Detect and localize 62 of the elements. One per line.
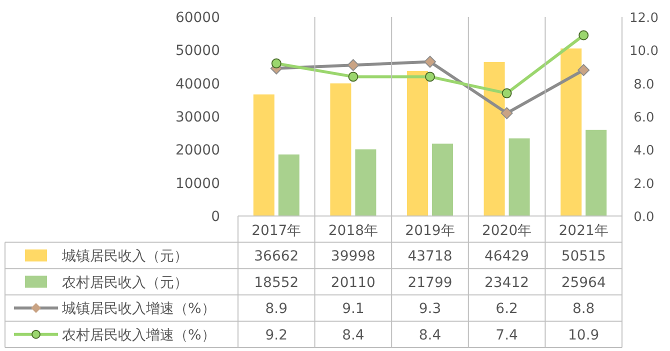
- data-label: 10.9: [568, 327, 600, 344]
- point: [500, 107, 513, 120]
- bar: [560, 48, 582, 216]
- legend-label: 城镇居民收入（元）: [61, 248, 188, 264]
- data-label: 8.8: [572, 301, 595, 318]
- data-label: 6.2: [496, 301, 518, 318]
- legend-label: 城镇居民收入增速（%）: [61, 301, 216, 318]
- y2-tick-label: 10.0: [630, 44, 658, 60]
- y2-tick-label: 0.0: [634, 210, 654, 225]
- data-label: 7.4: [496, 327, 518, 344]
- bar: [253, 94, 274, 216]
- data-label: 25964: [561, 274, 606, 291]
- y-tick-label: 30000: [175, 110, 220, 126]
- point: [347, 59, 360, 72]
- bar: [484, 62, 505, 216]
- bar: [432, 144, 453, 216]
- data-label: 9.2: [265, 327, 288, 344]
- point: [348, 72, 358, 82]
- data-label: 43718: [408, 248, 452, 264]
- data-label: 46429: [484, 248, 530, 264]
- data-label: 9.1: [342, 301, 364, 318]
- y2-tick-label: 2.0: [634, 176, 654, 192]
- data-label: 36662: [254, 248, 299, 264]
- data-label: 23412: [484, 274, 530, 291]
- bar: [508, 138, 530, 216]
- data-label: 20110: [330, 274, 376, 291]
- bar: [278, 154, 300, 216]
- y2-tick-label: 8.0: [634, 77, 654, 92]
- y-tick-label: 50000: [175, 43, 220, 60]
- bar: [586, 130, 607, 216]
- point: [425, 72, 435, 82]
- point: [502, 88, 512, 98]
- y2-tick-label: 12.0: [630, 11, 658, 26]
- x-tick-label: 2018年: [328, 223, 378, 239]
- y2-tick-label: 4.0: [634, 144, 654, 159]
- x-tick-label: 2017年: [252, 223, 302, 239]
- point: [578, 30, 589, 40]
- x-tick-label: 2021年: [558, 223, 608, 239]
- y-tick-label: 60000: [175, 10, 220, 26]
- point: [271, 58, 282, 68]
- y2-tick-label: 6.0: [634, 110, 654, 126]
- bar: [355, 149, 376, 216]
- data-label: 39998: [330, 248, 376, 264]
- x-tick-label: 2020年: [482, 223, 532, 239]
- data-label: 50515: [561, 248, 606, 264]
- y-tick-label: 20000: [175, 142, 220, 159]
- legend-label: 农村居民收入增速（%）: [62, 327, 216, 344]
- y-tick-label: 0: [211, 209, 220, 225]
- x-tick-label: 2019年: [405, 223, 455, 239]
- point: [578, 64, 590, 76]
- y-tick-label: 40000: [175, 76, 220, 92]
- data-label: 9.3: [418, 301, 442, 318]
- data-label: 8.9: [265, 301, 288, 318]
- data-label: 8.4: [342, 327, 364, 344]
- data-label: 8.4: [418, 327, 442, 344]
- point: [424, 56, 436, 68]
- data-label: 18552: [254, 274, 299, 291]
- legend-label: 农村居民收入（元）: [62, 274, 188, 291]
- bar: [330, 83, 352, 216]
- bar: [407, 71, 428, 216]
- data-label: 21799: [408, 274, 452, 291]
- y-tick-label: 10000: [175, 176, 220, 192]
